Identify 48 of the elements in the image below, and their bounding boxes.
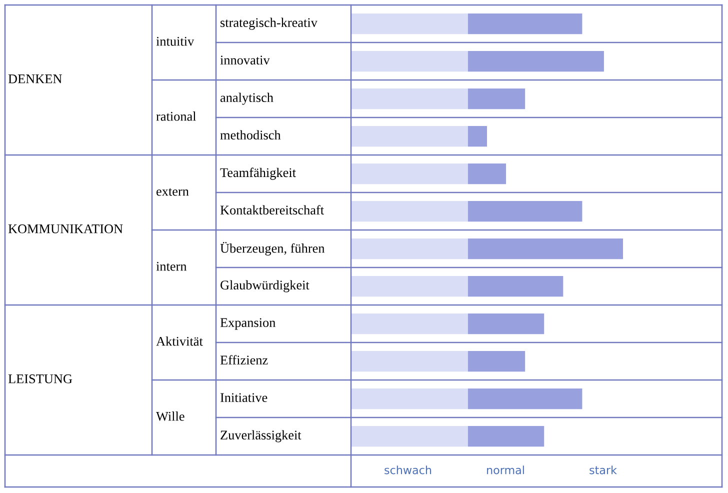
text: intuitiv [156, 36, 194, 46]
y-tick-label: Effizienz [220, 355, 268, 365]
bar [351, 50, 468, 72]
y-tick-label: Zuverlässigkeit [220, 430, 302, 442]
y-tick-label: Kontaktbereitschaft [220, 205, 324, 215]
bar [468, 388, 582, 410]
text: stark [590, 466, 617, 474]
text: rational [156, 112, 196, 121]
bar [468, 276, 564, 297]
y-tick-label: analytisch [220, 92, 274, 105]
y-tick-label: Initiative [220, 393, 268, 402]
bar [468, 313, 544, 334]
text: schwach [384, 466, 432, 474]
bar [351, 276, 468, 297]
y-tick-label: strategisch-kreativ [220, 18, 318, 30]
bar [468, 13, 582, 34]
bar [351, 200, 468, 222]
bar [351, 88, 468, 110]
text: normal [487, 466, 524, 474]
text: LEISTUNG [8, 374, 72, 384]
text: Wille [156, 412, 184, 421]
bar [351, 238, 468, 260]
y-tick-label: Glaubwürdigkeit [220, 280, 310, 292]
y-tick-label: innovativ [220, 56, 270, 65]
bar [351, 426, 468, 447]
y-tick-label: Expansion [220, 318, 276, 330]
bar [351, 350, 468, 372]
text: Aktivität [156, 336, 203, 346]
text: intern [156, 262, 187, 271]
text: KOMMUNIKATION [8, 224, 123, 234]
text: DENKEN [8, 74, 62, 84]
bar [351, 163, 468, 184]
bar [468, 238, 623, 260]
bar [468, 50, 604, 72]
text: extern [156, 188, 189, 196]
y-tick-label: methodisch [220, 130, 281, 140]
y-tick-label: Überzeugen, führen [220, 242, 325, 256]
bar [468, 426, 544, 447]
bar [468, 350, 526, 372]
bar [351, 126, 468, 147]
y-tick-label: Teamfähigkeit [220, 168, 296, 180]
bar [468, 88, 526, 110]
bar [351, 13, 468, 34]
bar [351, 388, 468, 410]
bar [351, 313, 468, 334]
bar [468, 163, 506, 184]
bar [468, 200, 582, 222]
bar [468, 126, 487, 147]
